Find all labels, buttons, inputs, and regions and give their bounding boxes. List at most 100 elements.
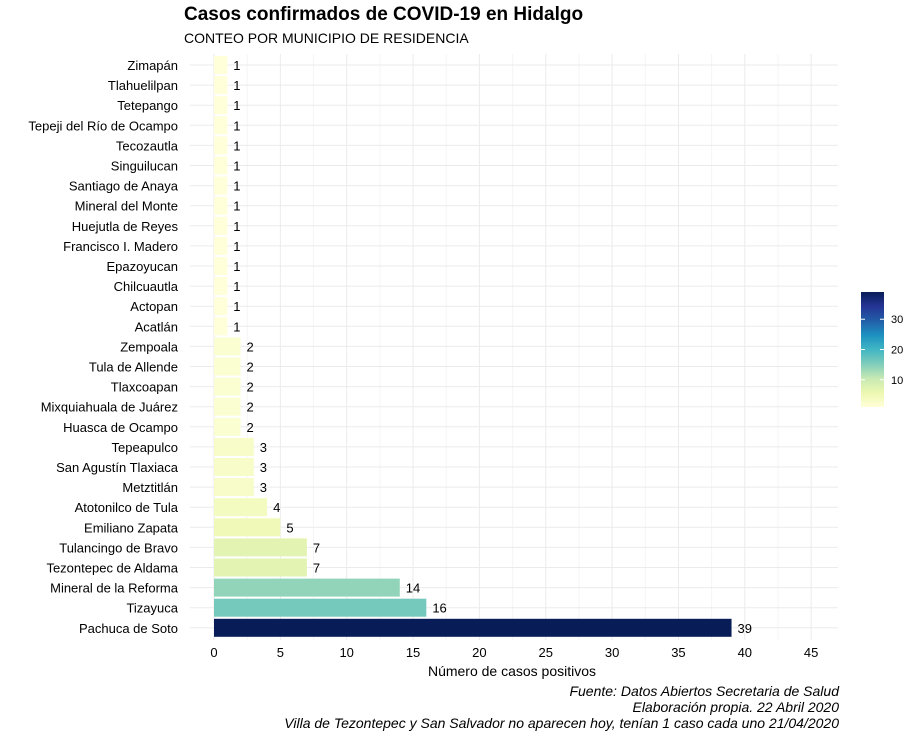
data-label: 1: [233, 58, 240, 73]
bar: [214, 257, 228, 275]
y-tick-label: Santiago de Anaya: [69, 179, 179, 194]
bar: [214, 437, 254, 456]
bars-group: [214, 56, 732, 637]
y-tick-label: Tepeapulco: [112, 440, 179, 455]
bar: [214, 518, 281, 537]
data-label: 1: [233, 199, 240, 214]
data-label: 1: [233, 179, 240, 194]
data-label: 1: [233, 239, 240, 254]
bar: [214, 236, 228, 255]
bar: [214, 196, 228, 215]
bar: [214, 337, 241, 356]
y-tick-label: Francisco I. Madero: [63, 239, 178, 254]
bar: [214, 357, 241, 376]
data-label: 2: [247, 360, 254, 375]
y-tick-label: Tulancingo de Bravo: [59, 540, 178, 555]
data-label: 39: [738, 621, 752, 636]
data-label: 7: [313, 561, 320, 576]
y-axis-labels: Zimapán Tlahuelilpan Tetepango Tepeji del R…: [28, 58, 178, 636]
caption-note: Villa de Tezontepec y San Salvador no ap…: [284, 715, 839, 731]
bar: [214, 498, 268, 517]
colorbar-label: 10: [891, 375, 903, 387]
y-tick-label: Atotonilco de Tula: [75, 500, 179, 515]
y-tick-label: Zimapán: [127, 58, 178, 73]
x-tick-label: 15: [406, 645, 420, 660]
chart-title: Casos confirmados de COVID-19 en Hidalgo: [184, 4, 584, 25]
y-tick-label: Tetepango: [117, 98, 178, 113]
y-tick-label: Tula de Allende: [89, 360, 178, 375]
bar: [214, 156, 228, 175]
data-label: 2: [247, 380, 254, 395]
y-tick-label: Mineral del Monte: [75, 199, 178, 214]
y-tick-label: Tlaxcoapan: [111, 380, 178, 395]
data-label: 1: [233, 78, 240, 93]
data-label: 7: [313, 540, 320, 555]
bar: [214, 397, 241, 416]
bar: [214, 76, 228, 95]
x-tick-label: 40: [738, 645, 752, 660]
y-tick-label: Mixquiahuala de Juárez: [41, 400, 178, 415]
x-tick-label: 45: [804, 645, 818, 660]
bar: [214, 458, 254, 476]
data-label: 1: [233, 319, 240, 334]
bar: [214, 618, 732, 637]
data-label: 1: [233, 98, 240, 113]
x-tick-label: 10: [339, 645, 353, 660]
y-tick-label: Epazoyucan: [106, 259, 178, 274]
bar: [214, 377, 241, 396]
y-tick-label: Metztitlán: [122, 480, 178, 495]
data-label: 4: [273, 500, 280, 515]
data-label: 1: [233, 299, 240, 314]
y-tick-label: Mineral de la Reforma: [50, 581, 179, 596]
bar: [214, 598, 427, 617]
bar: [214, 417, 241, 436]
y-tick-label: San Agustín Tlaxiaca: [56, 460, 179, 475]
data-label: 14: [406, 581, 420, 596]
bar: [214, 136, 228, 155]
bar: [214, 478, 254, 497]
bar: [214, 96, 228, 115]
y-tick-label: Tlahuelilpan: [108, 78, 178, 93]
colorbar-label: 30: [891, 314, 903, 326]
bar: [214, 297, 228, 316]
bar: [214, 578, 400, 597]
y-tick-label: Tepeji del Río de Ocampo: [28, 118, 178, 133]
x-tick-label: 25: [539, 645, 553, 660]
y-tick-label: Tezontepec de Aldama: [46, 561, 178, 576]
data-label: 3: [260, 440, 267, 455]
data-label: 3: [260, 480, 267, 495]
x-tick-label: 5: [277, 645, 284, 660]
caption-source: Fuente: Datos Abiertos Secretaria de Sal…: [569, 683, 839, 699]
y-tick-label: Tizayuca: [126, 601, 178, 616]
data-label: 2: [247, 339, 254, 354]
y-tick-label: Acatlán: [135, 319, 178, 334]
data-label: 1: [233, 219, 240, 234]
color-legend: 10 20 30: [861, 292, 903, 407]
data-label: 1: [233, 279, 240, 294]
y-tick-label: Tecozautla: [116, 138, 179, 153]
colorbar: [861, 292, 884, 407]
bar: [214, 116, 228, 135]
data-label: 16: [432, 601, 446, 616]
data-label: 1: [233, 159, 240, 174]
x-tick-label: 35: [671, 645, 685, 660]
bar: [214, 538, 307, 557]
x-axis-ticks: 0 5 10 15 20 25 30 35 40 45: [210, 645, 818, 660]
bar: [214, 317, 228, 336]
x-tick-label: 0: [210, 645, 217, 660]
colorbar-label: 20: [891, 345, 903, 357]
data-label: 2: [247, 420, 254, 435]
bar: [214, 216, 228, 235]
data-label: 3: [260, 460, 267, 475]
data-label: 5: [286, 520, 293, 535]
x-tick-label: 20: [472, 645, 486, 660]
bar: [214, 277, 228, 296]
data-label: 2: [247, 400, 254, 415]
y-tick-label: Huasca de Ocampo: [63, 420, 178, 435]
x-axis-title: Número de casos positivos: [428, 663, 596, 679]
caption-credit: Elaboración propia. 22 Abril 2020: [632, 699, 839, 715]
y-tick-label: Emiliano Zapata: [84, 520, 179, 535]
x-tick-label: 30: [605, 645, 619, 660]
